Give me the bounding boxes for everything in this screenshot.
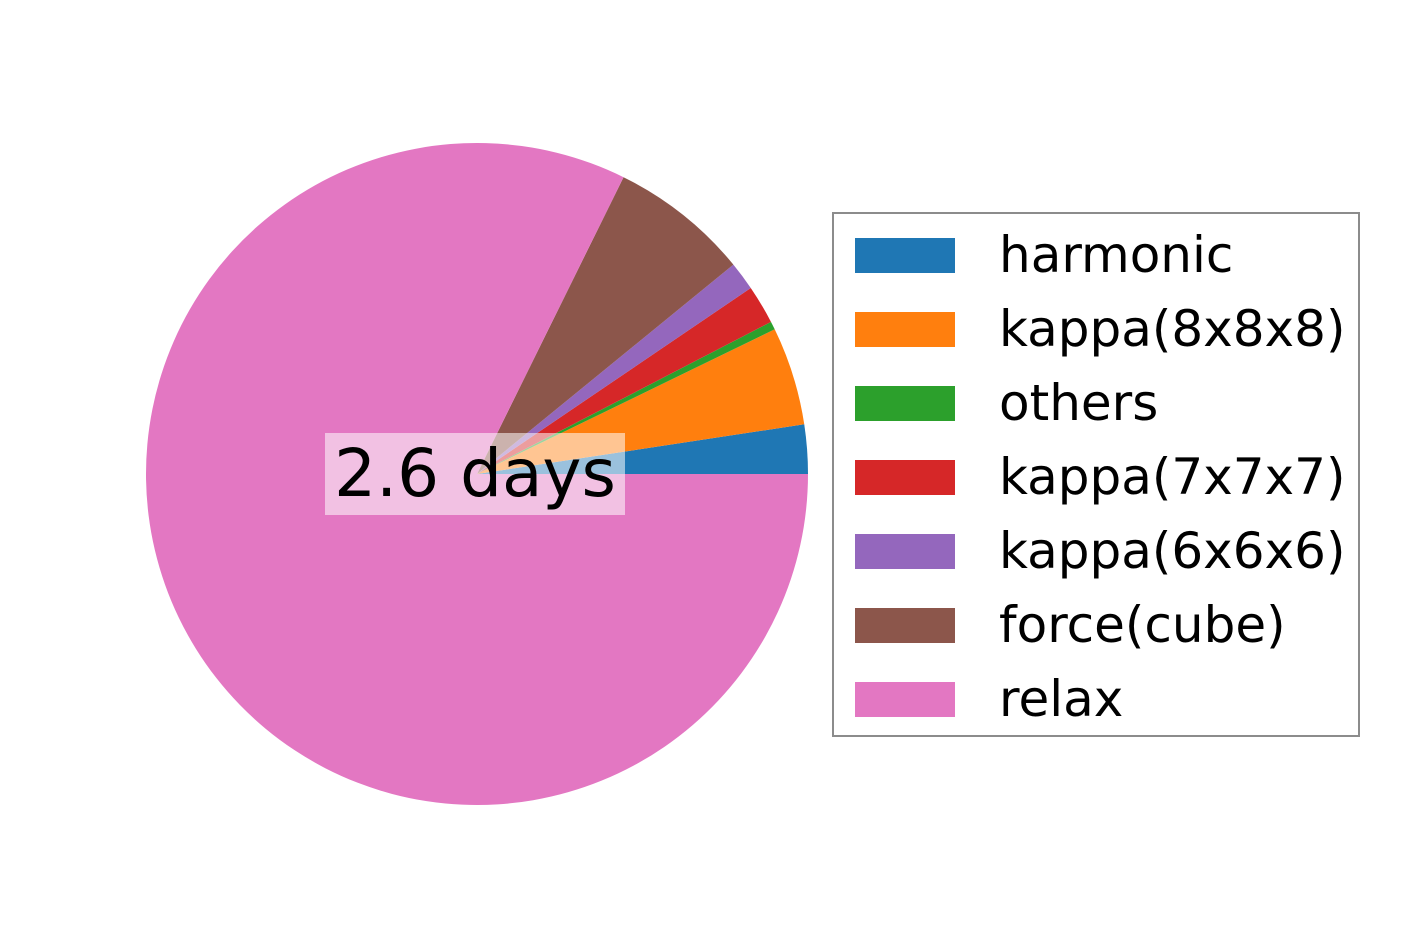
legend-swatch-force-cube — [855, 607, 955, 643]
pie-slice-kappa-7x7x7- — [477, 287, 771, 474]
legend-swatch-others — [855, 385, 955, 421]
legend-label: kappa(8x8x8) — [999, 300, 1346, 358]
legend-swatch-kappa8x8x8 — [855, 311, 955, 347]
legend-label: relax — [999, 670, 1124, 728]
legend-swatch-relax — [855, 681, 955, 717]
legend-item-kappa7x7x7: kappa(7x7x7) — [834, 440, 1358, 514]
legend-item-relax: relax — [834, 662, 1358, 736]
legend-item-kappa8x8x8: kappa(8x8x8) — [834, 292, 1358, 366]
legend-label: kappa(7x7x7) — [999, 448, 1346, 506]
legend-swatch-kappa7x7x7 — [855, 459, 955, 495]
legend-item-harmonic: harmonic — [834, 218, 1358, 292]
pie-slice-kappa-6x6x6- — [477, 264, 751, 474]
legend-swatch-harmonic — [855, 237, 955, 273]
legend-item-others: others — [834, 366, 1358, 440]
legend-swatch-kappa6x6x6 — [855, 533, 955, 569]
legend-label: force(cube) — [999, 596, 1286, 654]
legend-label: others — [999, 374, 1159, 432]
legend-item-kappa6x6x6: kappa(6x6x6) — [834, 514, 1358, 588]
pie-slice-force-cube- — [477, 177, 734, 474]
legend-label: harmonic — [999, 226, 1234, 284]
legend-item-force-cube: force(cube) — [834, 588, 1358, 662]
legend-box: harmonic kappa(8x8x8) others kappa(7x7x7… — [832, 212, 1360, 737]
legend-label: kappa(6x6x6) — [999, 522, 1346, 580]
pie-center-label: 2.6 days — [325, 433, 625, 515]
